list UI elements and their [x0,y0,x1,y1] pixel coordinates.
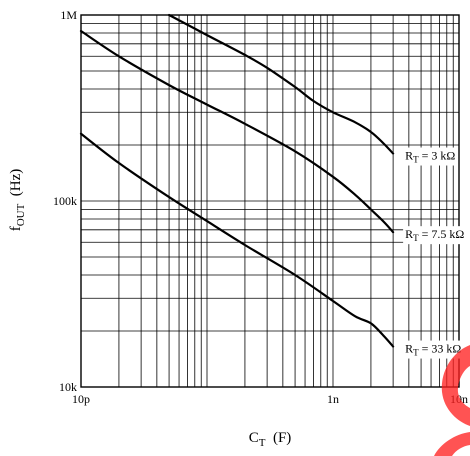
plot-frame [80,14,460,388]
x-axis-title: CT (F) [249,430,292,449]
series-line-3 [79,132,395,348]
series-label-background [403,147,458,166]
y-tick-label: 100k [53,194,77,208]
y-tick-label: 1M [60,8,77,22]
series-labels: RT = 3 kΩ RT = 7.5 kΩ RT = 33 kΩ [403,147,467,359]
y-tick-label: 10k [59,380,77,394]
y-axis-title: fOUT (Hz) [8,169,27,232]
grid-lines [81,15,459,387]
series-label-background [403,226,467,245]
x-tick-label: 1n [327,392,339,406]
series-line-2 [79,29,395,234]
series-curves [79,13,395,348]
x-tick-label: 10p [72,392,90,406]
series-label-2: RT = 7.5 kΩ [405,227,464,243]
series-label-3: RT = 33 kΩ [405,342,461,358]
series-label-background [403,340,464,359]
watermark-logo [434,345,470,456]
series-line-1 [168,13,395,155]
tick-labels: 10p1n10n10k100k1M [53,8,468,406]
series-label-1: RT = 3 kΩ [405,149,455,165]
